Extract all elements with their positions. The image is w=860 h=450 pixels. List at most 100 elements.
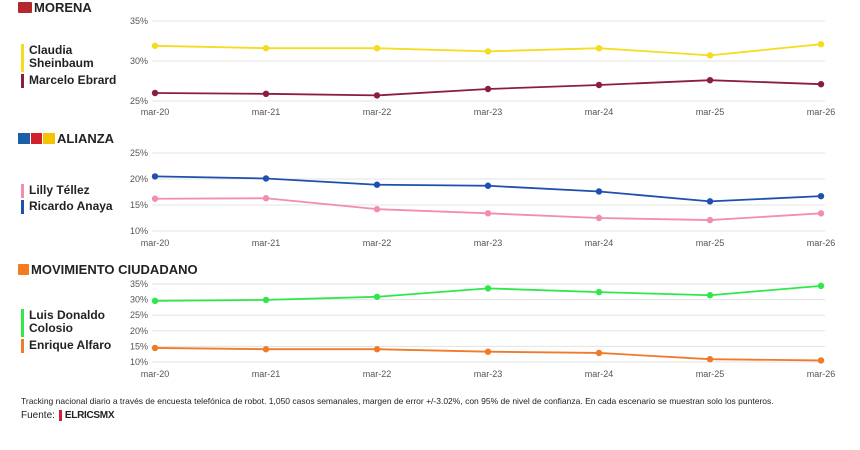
x-tick-label: mar-21 bbox=[252, 107, 281, 117]
data-point[interactable] bbox=[151, 42, 159, 49]
y-tick-label: 10% bbox=[130, 226, 148, 236]
data-point[interactable] bbox=[373, 205, 381, 213]
data-point[interactable] bbox=[373, 181, 381, 188]
data-point[interactable] bbox=[817, 357, 825, 364]
legend-item: Marcelo Ebrard bbox=[21, 74, 125, 88]
data-point[interactable] bbox=[484, 348, 492, 355]
data-point[interactable] bbox=[151, 173, 159, 180]
source-brand: ELRICSMX bbox=[64, 410, 115, 421]
data-point[interactable] bbox=[706, 355, 714, 363]
data-point[interactable] bbox=[706, 52, 714, 59]
x-tick-label: mar-20 bbox=[141, 369, 170, 379]
data-point[interactable] bbox=[595, 214, 603, 222]
data-point[interactable] bbox=[595, 45, 603, 52]
legend-item: Lilly Téllez bbox=[21, 184, 125, 198]
x-tick-label: mar-25 bbox=[696, 107, 725, 117]
x-tick-label: mar-21 bbox=[252, 369, 281, 379]
data-point[interactable] bbox=[484, 48, 492, 55]
legend-swatch bbox=[21, 184, 24, 198]
data-point[interactable] bbox=[373, 293, 381, 300]
data-point[interactable] bbox=[262, 175, 270, 182]
data-point[interactable] bbox=[262, 45, 270, 52]
data-point[interactable] bbox=[262, 296, 270, 304]
data-point[interactable] bbox=[484, 210, 492, 217]
panel-title-text: MORENA bbox=[34, 0, 92, 15]
data-point[interactable] bbox=[373, 92, 381, 99]
x-tick-label: mar-24 bbox=[585, 107, 614, 117]
data-point[interactable] bbox=[595, 288, 603, 296]
data-point[interactable] bbox=[262, 90, 270, 98]
x-tick-label: mar-22 bbox=[363, 238, 392, 248]
x-tick-label: mar-26 bbox=[807, 107, 836, 117]
data-point[interactable] bbox=[595, 349, 603, 357]
morena-logo-icon bbox=[18, 2, 32, 13]
line-chart-movimiento-ciudadano: 10% 15% 20% 25% 30% 35% mar-20 mar-21 mar-22 mar-… bbox=[130, 279, 835, 379]
x-tick-label: mar-25 bbox=[696, 369, 725, 379]
legend-label: Ricardo Anaya bbox=[29, 199, 113, 213]
data-point[interactable] bbox=[706, 198, 714, 205]
line-chart-morena: 25% 30% 35% mar-20 mar-21 mar-22 mar-23 mar-24 m… bbox=[130, 16, 836, 117]
y-tick-label: 30% bbox=[130, 295, 148, 305]
x-tick-label: mar-26 bbox=[807, 238, 836, 248]
source-label: Fuente: bbox=[21, 410, 55, 421]
data-point[interactable] bbox=[262, 346, 270, 353]
legend-mc: Luis Donaldo Colosio Enrique Alfaro bbox=[21, 309, 125, 355]
data-point[interactable] bbox=[484, 285, 492, 292]
data-point[interactable] bbox=[706, 216, 714, 224]
footnote: Tracking nacional diario a través de enc… bbox=[21, 396, 774, 406]
data-point[interactable] bbox=[484, 182, 492, 189]
x-tick-label: mar-21 bbox=[252, 238, 281, 248]
data-point[interactable] bbox=[484, 85, 492, 93]
legend-label: Claudia Sheinbaum bbox=[29, 43, 94, 70]
legend-swatch bbox=[21, 74, 24, 88]
x-tick-label: mar-23 bbox=[474, 369, 503, 379]
data-point[interactable] bbox=[706, 292, 714, 299]
line-chart-alianza: 10% 15% 20% 25% mar-20 mar-21 mar-22 mar-23 mar-… bbox=[130, 148, 835, 248]
legend-label: Lilly Téllez bbox=[29, 183, 90, 197]
legend-label: Luis Donaldo Colosio bbox=[29, 308, 105, 335]
data-point[interactable] bbox=[151, 297, 159, 305]
mc-logo-icon bbox=[18, 264, 29, 275]
legend-swatch bbox=[21, 44, 24, 72]
x-tick-label: mar-23 bbox=[474, 107, 503, 117]
legend-item: Claudia Sheinbaum bbox=[21, 44, 125, 72]
data-point[interactable] bbox=[151, 89, 159, 97]
y-tick-label: 35% bbox=[130, 279, 148, 289]
data-point[interactable] bbox=[595, 81, 603, 89]
legend-alianza: Lilly Téllez Ricardo Anaya bbox=[21, 184, 125, 216]
data-point[interactable] bbox=[151, 344, 159, 352]
alianza-logos-icon bbox=[18, 133, 56, 144]
data-point[interactable] bbox=[373, 346, 381, 353]
x-tick-label: mar-25 bbox=[696, 238, 725, 248]
x-tick-label: mar-22 bbox=[363, 107, 392, 117]
y-tick-label: 20% bbox=[130, 326, 148, 336]
x-tick-label: mar-26 bbox=[807, 369, 836, 379]
data-point[interactable] bbox=[706, 77, 714, 84]
y-tick-label: 20% bbox=[130, 174, 148, 184]
data-point[interactable] bbox=[817, 41, 825, 48]
data-point[interactable] bbox=[151, 195, 159, 202]
panel-title-text: MOVIMIENTO CIUDADANO bbox=[31, 262, 198, 277]
panel-title-alianza: ALIANZA bbox=[18, 131, 114, 146]
data-point[interactable] bbox=[817, 282, 825, 290]
y-tick-label: 15% bbox=[130, 200, 148, 210]
data-point[interactable] bbox=[817, 81, 825, 88]
data-point[interactable] bbox=[817, 192, 825, 200]
source: Fuente: ELRICSMX bbox=[21, 410, 115, 421]
data-point[interactable] bbox=[373, 45, 381, 52]
legend-item: Ricardo Anaya bbox=[21, 200, 125, 214]
x-tick-label: mar-20 bbox=[141, 107, 170, 117]
legend-item: Enrique Alfaro bbox=[21, 339, 125, 353]
x-tick-label: mar-24 bbox=[585, 238, 614, 248]
legend-item: Luis Donaldo Colosio bbox=[21, 309, 125, 337]
legend-swatch bbox=[21, 200, 24, 214]
legend-morena: Claudia Sheinbaum Marcelo Ebrard bbox=[21, 44, 125, 90]
data-point[interactable] bbox=[817, 210, 825, 217]
legend-label: Enrique Alfaro bbox=[29, 338, 112, 352]
data-point[interactable] bbox=[262, 195, 270, 202]
y-tick-label: 25% bbox=[130, 310, 148, 320]
data-point[interactable] bbox=[595, 188, 603, 195]
x-tick-label: mar-22 bbox=[363, 369, 392, 379]
y-tick-label: 35% bbox=[130, 16, 148, 26]
panel-title-mc: MOVIMIENTO CIUDADANO bbox=[18, 262, 198, 277]
